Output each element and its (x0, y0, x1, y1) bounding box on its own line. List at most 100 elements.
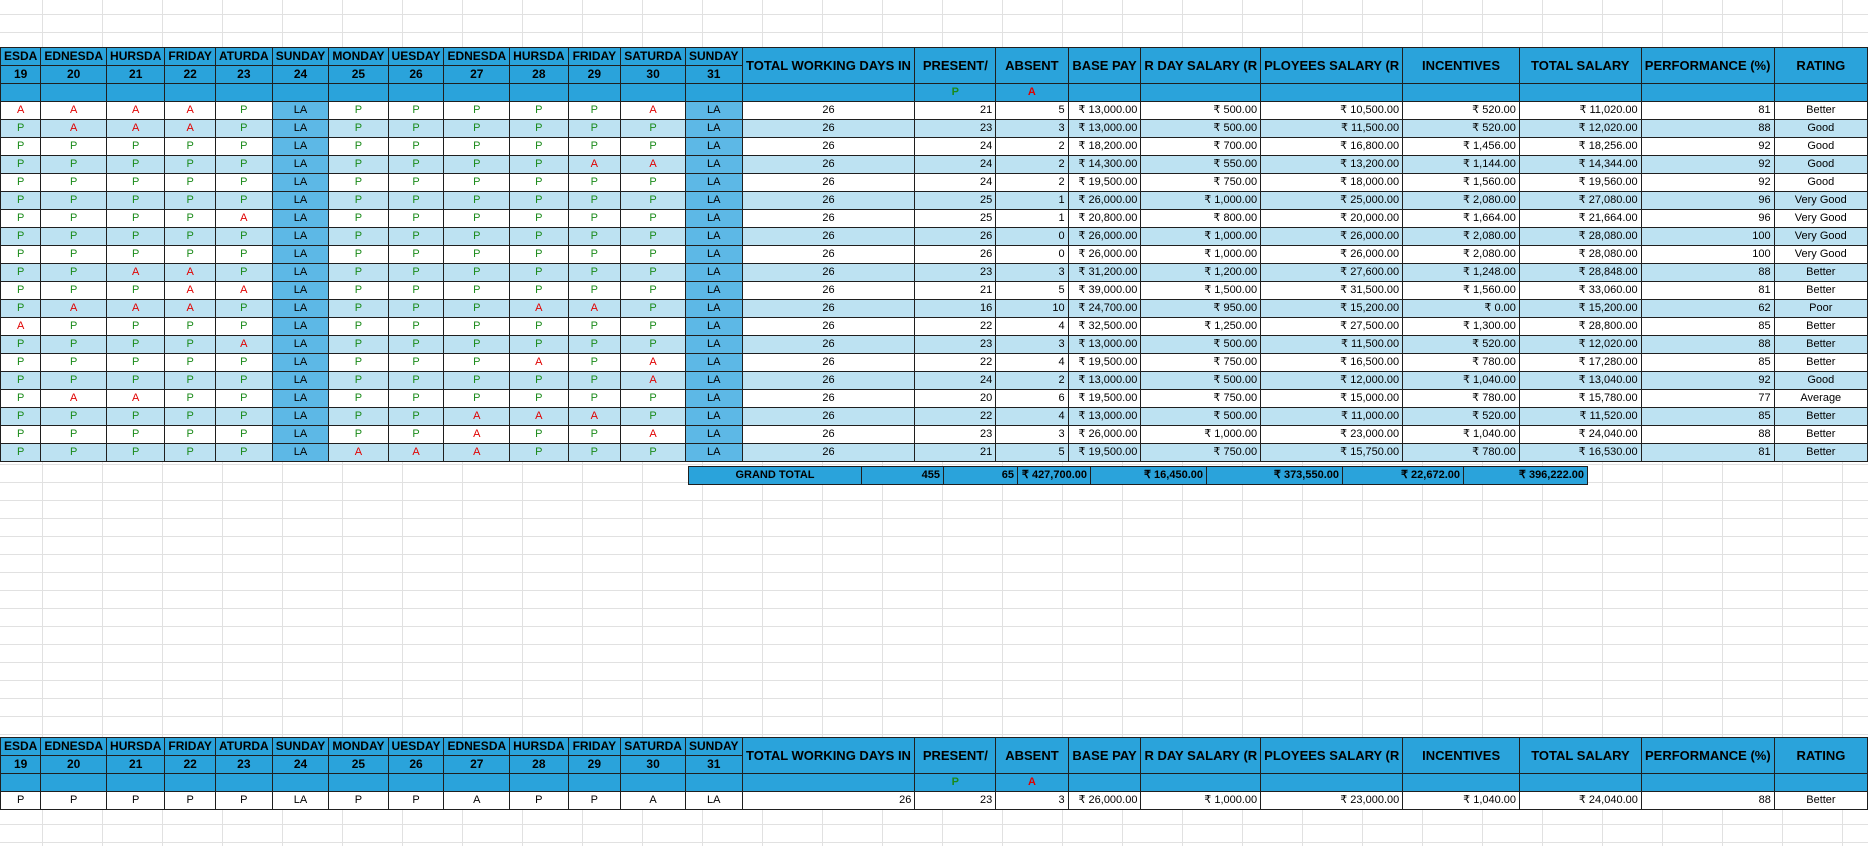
blank-header-cell[interactable] (620, 83, 686, 102)
attendance-cell[interactable]: P (0, 371, 42, 390)
attendance-cell[interactable]: P (387, 245, 445, 264)
incentives-cell[interactable]: ₹ 1,456.00 (1402, 137, 1520, 156)
rating-cell[interactable]: Better (1773, 263, 1868, 282)
blank-header-cell[interactable] (164, 773, 216, 792)
attendance-cell[interactable]: P (509, 191, 569, 210)
blank-header-cell[interactable] (1067, 773, 1142, 792)
attendance-cell[interactable]: P (106, 245, 166, 264)
attendance-cell[interactable]: A (106, 101, 166, 120)
per-day-salary-cell[interactable]: ₹ 750.00 (1140, 353, 1262, 372)
attendance-cell[interactable]: P (620, 209, 686, 228)
present-count-cell[interactable]: 21 (914, 443, 997, 462)
attendance-cell[interactable]: A (620, 371, 686, 390)
date-cell[interactable]: 26 (387, 755, 445, 774)
per-day-salary-cell[interactable]: ₹ 1,000.00 (1140, 191, 1262, 210)
total-working-days-cell[interactable]: 26 (741, 263, 916, 282)
base-pay-cell[interactable]: ₹ 13,000.00 (1067, 101, 1142, 120)
attendance-cell[interactable]: P (40, 353, 108, 372)
attendance-cell[interactable]: P (509, 137, 569, 156)
rating-cell[interactable]: Very Good (1773, 245, 1868, 264)
day-name-cell[interactable]: SUNDAY (684, 737, 743, 756)
attendance-cell[interactable]: P (40, 425, 108, 444)
attendance-cell[interactable]: A (567, 299, 622, 318)
attendance-cell[interactable]: P (214, 137, 273, 156)
attendance-cell[interactable]: P (214, 371, 273, 390)
incentives-cell[interactable]: ₹ 780.00 (1402, 389, 1520, 408)
attendance-cell[interactable]: P (164, 173, 216, 192)
per-day-salary-cell[interactable]: ₹ 750.00 (1140, 443, 1262, 462)
attendance-cell[interactable]: A (164, 263, 216, 282)
per-day-salary-cell[interactable]: ₹ 1,000.00 (1140, 425, 1262, 444)
blank-header-cell[interactable] (1140, 83, 1262, 102)
rating-cell[interactable]: Better (1773, 101, 1868, 120)
total-salary-cell[interactable]: ₹ 28,080.00 (1518, 245, 1642, 264)
attendance-cell[interactable]: LA (271, 443, 330, 462)
incentives-cell[interactable]: ₹ 1,040.00 (1402, 425, 1520, 444)
rating-cell[interactable]: Good (1773, 119, 1868, 138)
employees-salary-cell[interactable]: ₹ 13,200.00 (1260, 155, 1404, 174)
grand-total-incentives[interactable]: ₹ 22,672.00 (1342, 466, 1464, 485)
date-cell[interactable]: 31 (684, 65, 743, 84)
attendance-cell[interactable]: P (328, 245, 389, 264)
total-salary-cell[interactable]: ₹ 33,060.00 (1518, 281, 1642, 300)
attendance-cell[interactable]: P (164, 317, 216, 336)
attendance-cell[interactable]: P (620, 245, 686, 264)
grand-total-employees-salary[interactable]: ₹ 373,550.00 (1206, 466, 1343, 485)
attendance-cell[interactable]: LA (684, 371, 743, 390)
attendance-cell[interactable]: P (328, 137, 389, 156)
day-name-cell[interactable]: HURSDA (509, 47, 569, 66)
day-name-cell[interactable]: ESDA (0, 737, 42, 756)
absent-count-cell[interactable]: 5 (995, 101, 1069, 120)
blank-header-cell[interactable] (1640, 773, 1775, 792)
date-cell[interactable]: 24 (271, 65, 330, 84)
total-salary-cell[interactable]: ₹ 21,664.00 (1518, 209, 1642, 228)
attendance-cell[interactable]: A (443, 407, 511, 426)
grand-total-total-salary[interactable]: ₹ 396,222.00 (1463, 466, 1588, 485)
performance-cell[interactable]: 100 (1640, 245, 1775, 264)
per-day-salary-cell[interactable]: ₹ 500.00 (1140, 101, 1262, 120)
performance-cell[interactable]: 81 (1640, 101, 1775, 120)
attendance-cell[interactable]: A (106, 119, 166, 138)
day-name-cell[interactable]: ATURDA (214, 47, 273, 66)
present-count-cell[interactable]: 25 (914, 191, 997, 210)
total-working-days-cell[interactable]: 26 (741, 245, 916, 264)
blank-header-cell[interactable] (0, 83, 42, 102)
header-performance[interactable]: PERFORMANCE (%) (1640, 47, 1775, 84)
employees-salary-cell[interactable]: ₹ 27,500.00 (1260, 317, 1404, 336)
date-cell[interactable]: 25 (328, 755, 389, 774)
attendance-cell[interactable]: LA (684, 155, 743, 174)
attendance-cell[interactable]: P (387, 335, 445, 354)
total-salary-cell[interactable]: ₹ 14,344.00 (1518, 155, 1642, 174)
attendance-cell[interactable]: A (0, 317, 42, 336)
attendance-cell[interactable]: P (214, 263, 273, 282)
attendance-cell[interactable]: P (328, 371, 389, 390)
total-working-days-cell[interactable]: 26 (741, 299, 916, 318)
blank-header-cell[interactable] (741, 83, 916, 102)
attendance-cell[interactable]: LA (684, 299, 743, 318)
attendance-cell[interactable]: P (164, 155, 216, 174)
total-working-days-cell[interactable]: 26 (741, 371, 916, 390)
attendance-cell[interactable]: LA (271, 155, 330, 174)
attendance-cell[interactable]: P (106, 443, 166, 462)
attendance-cell[interactable]: A (40, 119, 108, 138)
absent-marker[interactable]: A (995, 773, 1069, 792)
absent-count-cell[interactable]: 3 (995, 335, 1069, 354)
header-total-working-days[interactable]: TOTAL WORKING DAYS IN (741, 47, 916, 84)
per-day-salary-cell[interactable]: ₹ 750.00 (1140, 389, 1262, 408)
employees-salary-cell[interactable]: ₹ 11,500.00 (1260, 119, 1404, 138)
attendance-cell[interactable]: P (509, 335, 569, 354)
absent-count-cell[interactable]: 10 (995, 299, 1069, 318)
attendance-cell[interactable]: P (387, 155, 445, 174)
base-pay-cell[interactable]: ₹ 19,500.00 (1067, 443, 1142, 462)
attendance-cell[interactable]: P (443, 155, 511, 174)
attendance-cell[interactable]: A (443, 443, 511, 462)
attendance-cell[interactable]: P (509, 119, 569, 138)
blank-header-cell[interactable] (1402, 773, 1521, 792)
absent-count-cell[interactable]: 3 (995, 119, 1069, 138)
total-salary-cell[interactable]: ₹ 18,256.00 (1518, 137, 1642, 156)
attendance-cell[interactable]: P (0, 155, 42, 174)
attendance-cell[interactable]: P (509, 209, 569, 228)
total-salary-cell[interactable]: ₹ 15,200.00 (1518, 299, 1642, 318)
incentives-cell[interactable]: ₹ 2,080.00 (1402, 245, 1520, 264)
performance-cell[interactable]: 81 (1640, 443, 1775, 462)
